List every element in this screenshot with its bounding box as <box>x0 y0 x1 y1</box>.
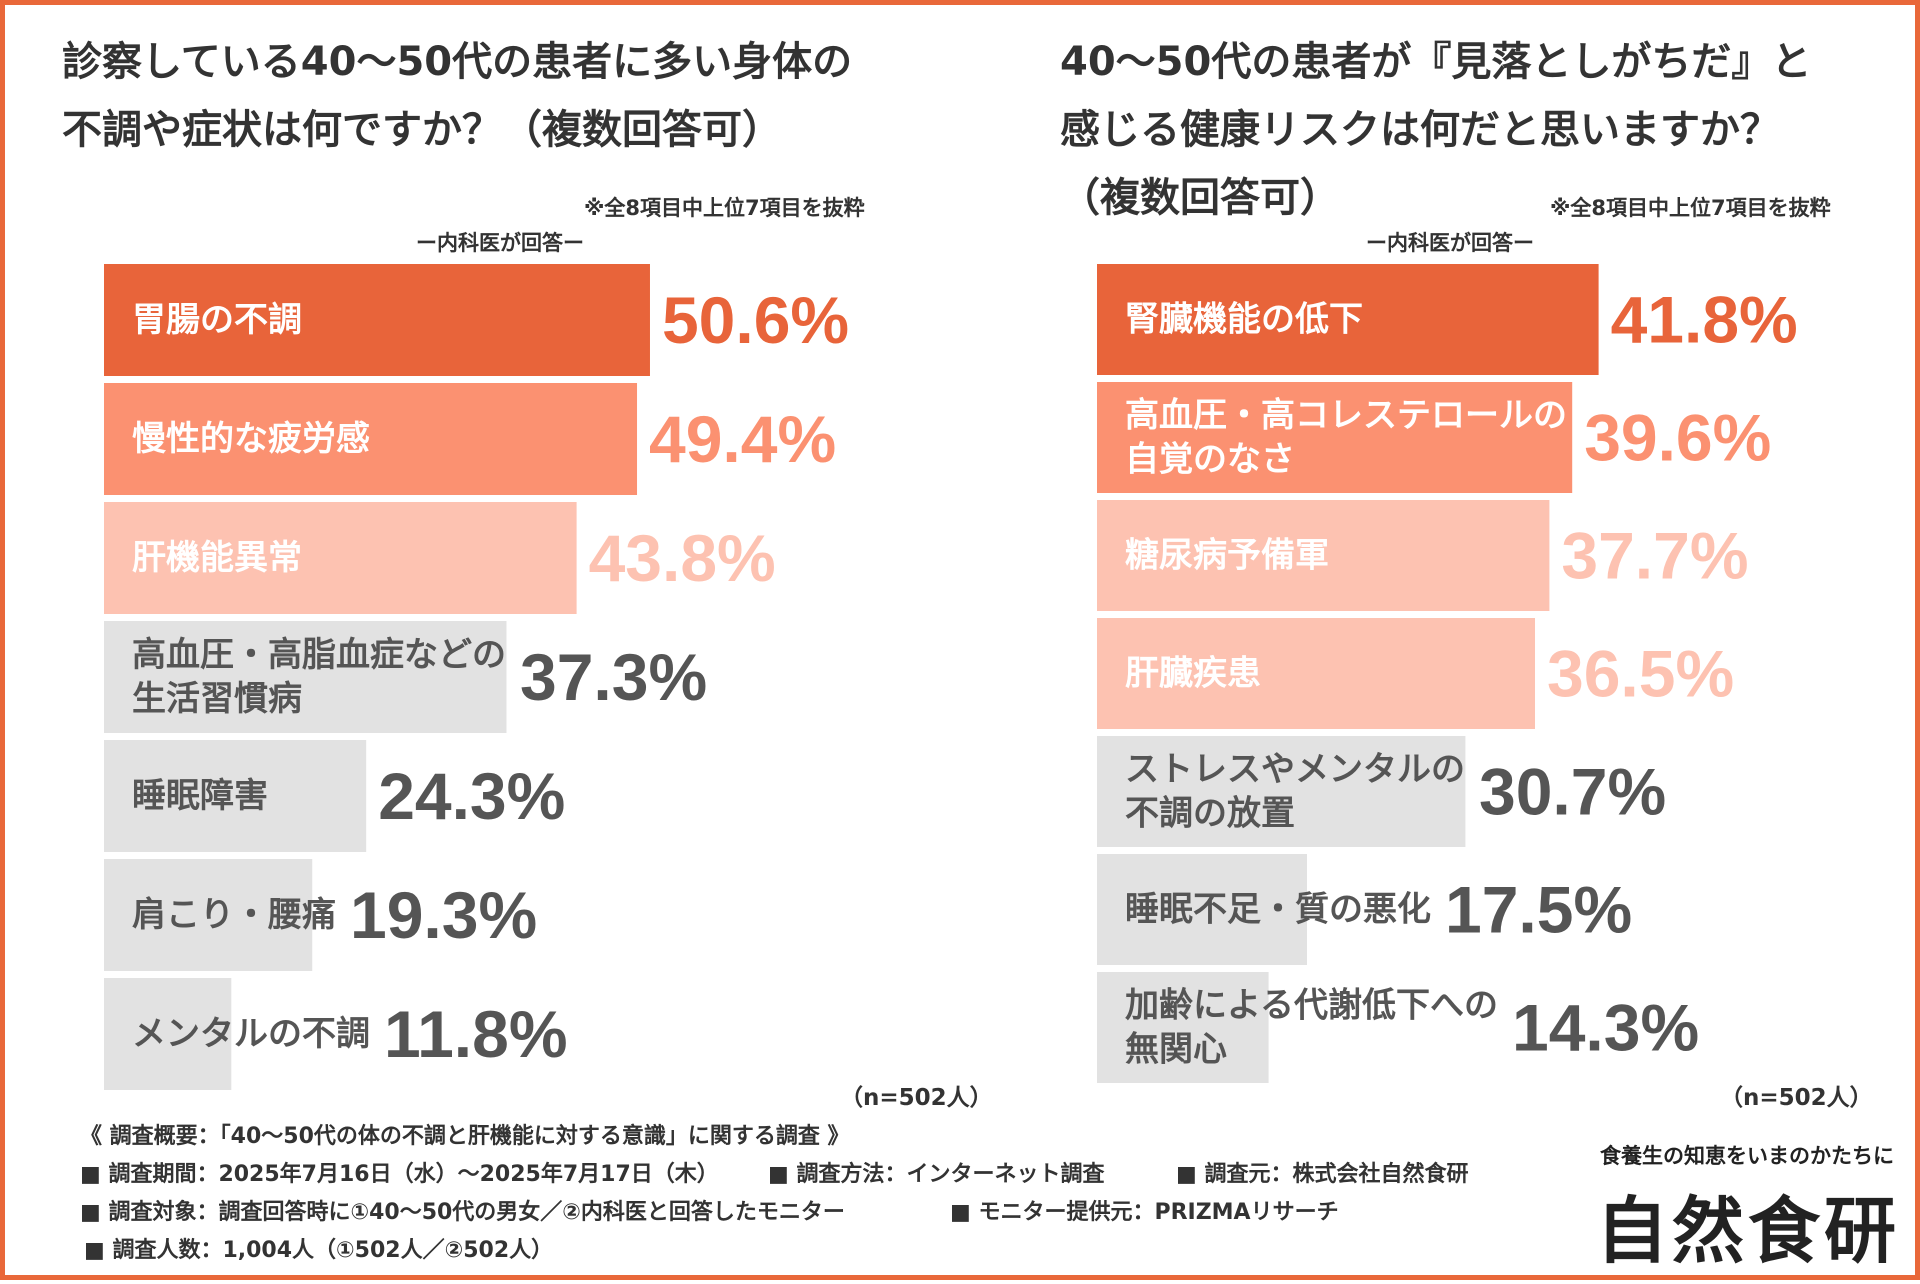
summary-method: ■ 調査方法：インターネット調査 <box>768 1162 1105 1187</box>
right-title-line-1: 40〜50代の患者が『見落としがちだ』と <box>1060 39 1812 85</box>
left-chart-title: 診察している40〜50代の患者に多い身体の 不調や症状は何ですか？（複数回答可） <box>62 28 852 164</box>
summary-heading: 《 調査概要：「40〜50代の体の不調と肝機能に対する意識」に関する調査 》 <box>80 1124 850 1149</box>
left-value-label-5: 24.3% <box>378 759 565 833</box>
right-title-line-3: （複数回答可） <box>1060 175 1340 221</box>
left-value-label-6: 19.3% <box>350 878 537 952</box>
left-bar-2 <box>104 383 638 495</box>
left-respondent-label: ー内科医が回答ー <box>416 231 584 255</box>
left-category-label-1: 胃腸の不調 <box>132 300 302 340</box>
left-bar-7 <box>104 978 232 1090</box>
left-bar-1 <box>104 264 650 376</box>
left-category-label-2: 慢性的な疲労感 <box>132 419 370 459</box>
left-title-line-2: 不調や症状は何ですか？（複数回答可） <box>62 107 782 153</box>
summary-provider: ■ モニター提供元：PRIZMAリサーチ <box>950 1200 1339 1225</box>
left-category-label-4: 高血圧・高脂血症などの生活習慣病 <box>132 635 506 719</box>
left-bar-6 <box>104 859 313 971</box>
right-chart-title: 40〜50代の患者が『見落としがちだ』と 感じる健康リスクは何だと思いますか？ … <box>1060 28 1811 232</box>
left-value-label-2: 49.4% <box>649 402 836 476</box>
left-title-line-1: 診察している40〜50代の患者に多い身体の <box>62 39 853 85</box>
summary-target: ■ 調査対象：調査回答時に①40〜50代の男女／②内科医と回答したモニター <box>80 1200 845 1225</box>
left-excerpt-note: ※全8項目中上位7項目を抜粋 <box>584 196 865 220</box>
left-bar-3 <box>104 502 577 614</box>
left-bar-4 <box>104 621 507 733</box>
right-excerpt-note: ※全8項目中上位7項目を抜粋 <box>1550 196 1831 220</box>
left-value-label-1: 50.6% <box>662 283 849 357</box>
left-bar-5 <box>104 740 367 852</box>
left-value-label-3: 43.8% <box>589 521 776 595</box>
summary-organizer: ■ 調査元：株式会社自然食研 <box>1176 1162 1469 1187</box>
left-category-label-7: メンタルの不調 <box>132 1014 370 1054</box>
brand-tagline: 食養生の知恵をいまのかたちに <box>1600 1144 1894 1168</box>
summary-count: ■ 調査人数：1,004人（①502人／②502人） <box>84 1238 554 1263</box>
left-category-label-6: 肩こり・腰痛 <box>132 895 336 935</box>
right-respondent-label: ー内科医が回答ー <box>1366 231 1534 255</box>
left-sample-size: （n=502人） <box>840 1085 993 1111</box>
brand-logo: 自然食研 <box>1596 1188 1901 1273</box>
right-sample-size: （n=502人） <box>1720 1085 1873 1111</box>
summary-period: ■ 調査期間：2025年7月16日（水）〜2025年7月17日（木） <box>80 1162 719 1187</box>
left-category-label-5: 睡眠障害 <box>132 776 268 816</box>
left-category-label-3: 肝機能異常 <box>132 538 302 578</box>
left-value-label-4: 37.3% <box>520 640 707 714</box>
right-title-line-2: 感じる健康リスクは何だと思いますか？ <box>1060 107 1780 153</box>
left-value-label-7: 11.8% <box>384 997 568 1071</box>
